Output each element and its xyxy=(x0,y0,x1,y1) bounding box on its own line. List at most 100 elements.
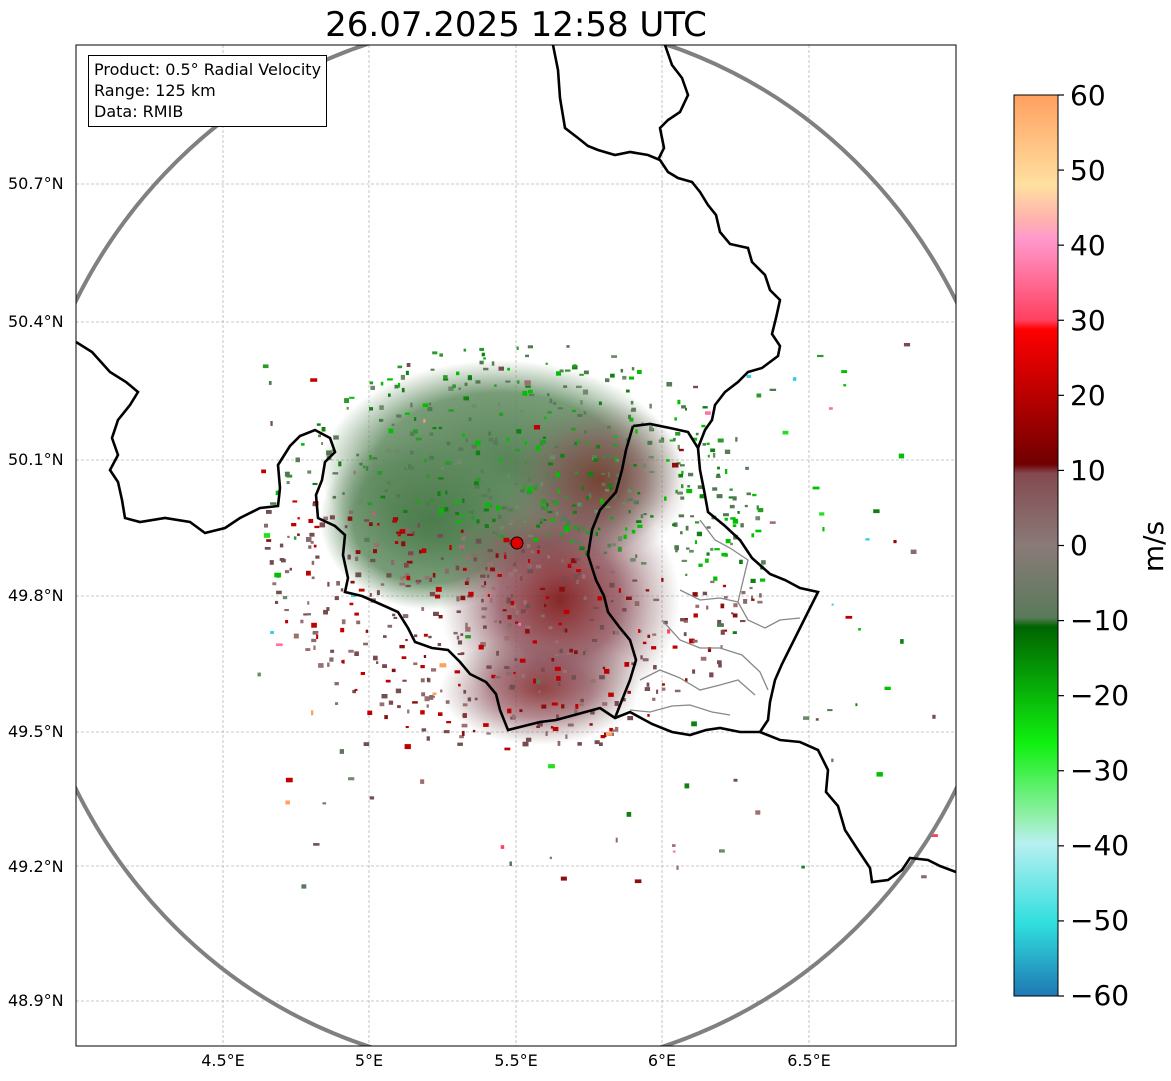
echo-pixel xyxy=(604,732,607,738)
echo-pixel xyxy=(551,702,558,706)
echo-pixel xyxy=(782,430,789,435)
echo-pixel xyxy=(555,472,560,477)
echo-pixel xyxy=(421,607,425,611)
echo-pixel xyxy=(276,643,283,647)
echo-pixel xyxy=(692,639,698,643)
echo-pixel xyxy=(306,570,311,576)
echo-pixel xyxy=(525,625,531,630)
echo-pixel xyxy=(579,546,585,551)
echo-pixel xyxy=(672,645,678,649)
echo-pixel xyxy=(395,688,402,694)
echo-pixel xyxy=(575,541,582,545)
echo-pixel xyxy=(397,534,401,537)
echo-pixel xyxy=(480,469,484,474)
echo-pixel xyxy=(550,726,554,729)
lon-label: 4.5°E xyxy=(201,1051,245,1070)
echo-pixel xyxy=(554,666,561,671)
echo-pixel xyxy=(459,544,465,550)
echo-pixel xyxy=(334,682,339,686)
echo-pixel xyxy=(715,475,721,478)
echo-pixel xyxy=(292,500,298,503)
echo-pixel xyxy=(707,647,712,652)
echo-pixel xyxy=(475,538,482,544)
echo-pixel xyxy=(479,347,484,351)
echo-pixel xyxy=(717,619,722,624)
echo-pixel xyxy=(363,465,366,469)
echo-pixel xyxy=(456,371,460,376)
echo-pixel xyxy=(329,657,334,662)
echo-pixel xyxy=(576,385,582,388)
echo-pixel xyxy=(749,586,753,590)
echo-pixel xyxy=(373,655,378,661)
echo-pixel xyxy=(332,472,339,475)
echo-pixel xyxy=(828,407,833,410)
echo-pixel xyxy=(648,455,654,459)
echo-pixel xyxy=(565,734,568,739)
echo-pixel xyxy=(549,455,556,460)
echo-pixel xyxy=(661,683,665,686)
echo-pixel xyxy=(463,396,469,401)
echo-pixel xyxy=(769,388,777,391)
echo-pixel xyxy=(590,710,595,715)
echo-pixel xyxy=(370,385,375,390)
echo-pixel xyxy=(595,565,600,569)
echo-pixel xyxy=(396,494,401,498)
echo-pixel xyxy=(490,598,493,603)
echo-pixel xyxy=(319,522,326,528)
echo-pixel xyxy=(372,457,378,460)
echo-pixel xyxy=(423,633,428,637)
echo-pixel xyxy=(845,615,853,619)
echo-pixel xyxy=(427,407,433,412)
echo-pixel xyxy=(559,369,564,373)
echo-pixel xyxy=(706,605,709,610)
echo-pixel xyxy=(596,445,600,449)
echo-pixel xyxy=(287,535,290,538)
echo-pixel xyxy=(406,560,413,564)
echo-pixel xyxy=(571,427,576,431)
echo-pixel xyxy=(575,471,578,474)
echo-pixel xyxy=(427,445,434,450)
echo-pixel xyxy=(611,355,617,358)
echo-pixel xyxy=(437,643,442,646)
echo-pixel xyxy=(311,622,317,628)
echo-pixel xyxy=(503,552,507,557)
echo-pixel xyxy=(713,576,718,581)
echo-pixel xyxy=(508,572,514,577)
echo-pixel xyxy=(605,378,610,383)
echo-pixel xyxy=(386,573,392,578)
echo-pixel xyxy=(468,591,474,597)
echo-pixel xyxy=(300,619,304,624)
echo-pixel xyxy=(488,523,491,527)
echo-pixel xyxy=(312,503,317,507)
echo-pixel xyxy=(432,572,436,578)
echo-pixel xyxy=(750,578,756,583)
echo-pixel xyxy=(404,562,409,568)
echo-pixel xyxy=(630,400,634,405)
echo-pixel xyxy=(431,668,437,672)
echo-pixel xyxy=(499,458,502,463)
echo-pixel xyxy=(507,622,513,628)
echo-pixel xyxy=(483,625,487,629)
echo-pixel xyxy=(485,566,488,571)
echo-pixel xyxy=(695,604,700,608)
echo-pixel xyxy=(681,470,684,475)
echo-pixel xyxy=(640,514,644,518)
echo-pixel xyxy=(483,367,489,371)
echo-pixel xyxy=(509,861,512,866)
echo-pixel xyxy=(611,543,617,547)
colorbar-tick-label: −40 xyxy=(1070,829,1130,862)
echo-pixel xyxy=(281,558,286,563)
echo-pixel xyxy=(706,552,710,556)
echo-pixel xyxy=(480,574,486,578)
echo-pixel xyxy=(522,390,528,396)
echo-pixel xyxy=(495,437,498,442)
echo-pixel xyxy=(876,772,883,777)
echo-pixel xyxy=(661,687,666,691)
echo-pixel xyxy=(457,742,463,746)
echo-pixel xyxy=(430,368,435,371)
echo-pixel xyxy=(506,597,511,601)
echo-pixel xyxy=(547,393,550,397)
echo-pixel xyxy=(873,509,880,514)
echo-pixel xyxy=(285,800,290,805)
echo-pixel xyxy=(634,601,640,606)
